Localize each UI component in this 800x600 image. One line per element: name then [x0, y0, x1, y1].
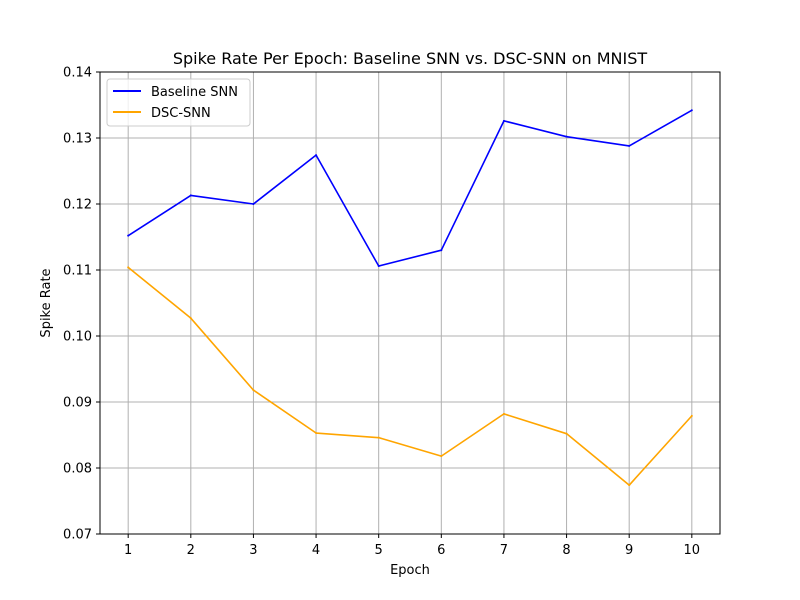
legend-label-dsc-snn: DSC-SNN: [151, 106, 211, 121]
x-tick-label: 10: [684, 543, 701, 558]
y-tick-label: 0.14: [63, 66, 92, 81]
x-tick-label: 7: [500, 543, 508, 558]
data-point-baseline-snn: [315, 154, 318, 157]
data-point-dsc-snn: [127, 266, 130, 269]
y-tick-label: 0.08: [63, 462, 92, 477]
series-lines: [127, 109, 693, 487]
data-point-baseline-snn: [377, 265, 380, 268]
x-tick-label: 2: [187, 543, 195, 558]
data-point-dsc-snn: [628, 484, 631, 487]
y-tick-label: 0.10: [63, 330, 92, 345]
x-tick-label: 6: [437, 543, 445, 558]
data-point-dsc-snn: [315, 432, 318, 435]
data-point-baseline-snn: [690, 109, 693, 112]
data-point-baseline-snn: [189, 194, 192, 197]
chart-title: Spike Rate Per Epoch: Baseline SNN vs. D…: [173, 49, 648, 68]
series-line-dsc-snn: [127, 266, 693, 486]
y-tick-label: 0.13: [63, 132, 92, 147]
data-point-baseline-snn: [565, 135, 568, 138]
data-point-baseline-snn: [628, 144, 631, 147]
x-tick-label: 8: [562, 543, 570, 558]
legend: Baseline SNN DSC-SNN: [106, 78, 251, 127]
x-axis-label: Epoch: [390, 563, 430, 578]
x-tick-label: 4: [312, 543, 320, 558]
x-tick-label: 1: [124, 543, 132, 558]
series-line-baseline-snn: [127, 109, 693, 267]
data-point-dsc-snn: [565, 432, 568, 435]
data-point-dsc-snn: [252, 389, 255, 392]
legend-box: [106, 78, 251, 127]
plot-frame: [99, 71, 721, 535]
y-axis-label: Spike Rate: [39, 268, 54, 337]
legend-label-baseline-snn: Baseline SNN: [151, 85, 238, 100]
y-tick-label: 0.07: [63, 528, 92, 543]
data-point-dsc-snn: [377, 436, 380, 439]
y-tick-label: 0.11: [63, 264, 92, 279]
y-tick-label: 0.09: [63, 396, 92, 411]
x-tick-label: 9: [625, 543, 633, 558]
data-point-baseline-snn: [440, 249, 443, 252]
data-point-baseline-snn: [252, 203, 255, 205]
data-point-dsc-snn: [502, 412, 505, 415]
data-point-dsc-snn: [189, 317, 192, 320]
data-point-dsc-snn: [440, 455, 443, 458]
x-tick-label: 5: [375, 543, 383, 558]
x-tick-label: 3: [249, 543, 257, 558]
axis-ticks: 1 2 3 4 5 6 7 8 9 10 0.07 0.08 0.09 0.10 0.11 0.12 0.13 0…: [63, 66, 700, 559]
data-point-baseline-snn: [502, 119, 505, 122]
data-point-dsc-snn: [690, 414, 693, 417]
data-point-baseline-snn: [127, 234, 130, 237]
y-tick-label: 0.12: [63, 198, 92, 213]
